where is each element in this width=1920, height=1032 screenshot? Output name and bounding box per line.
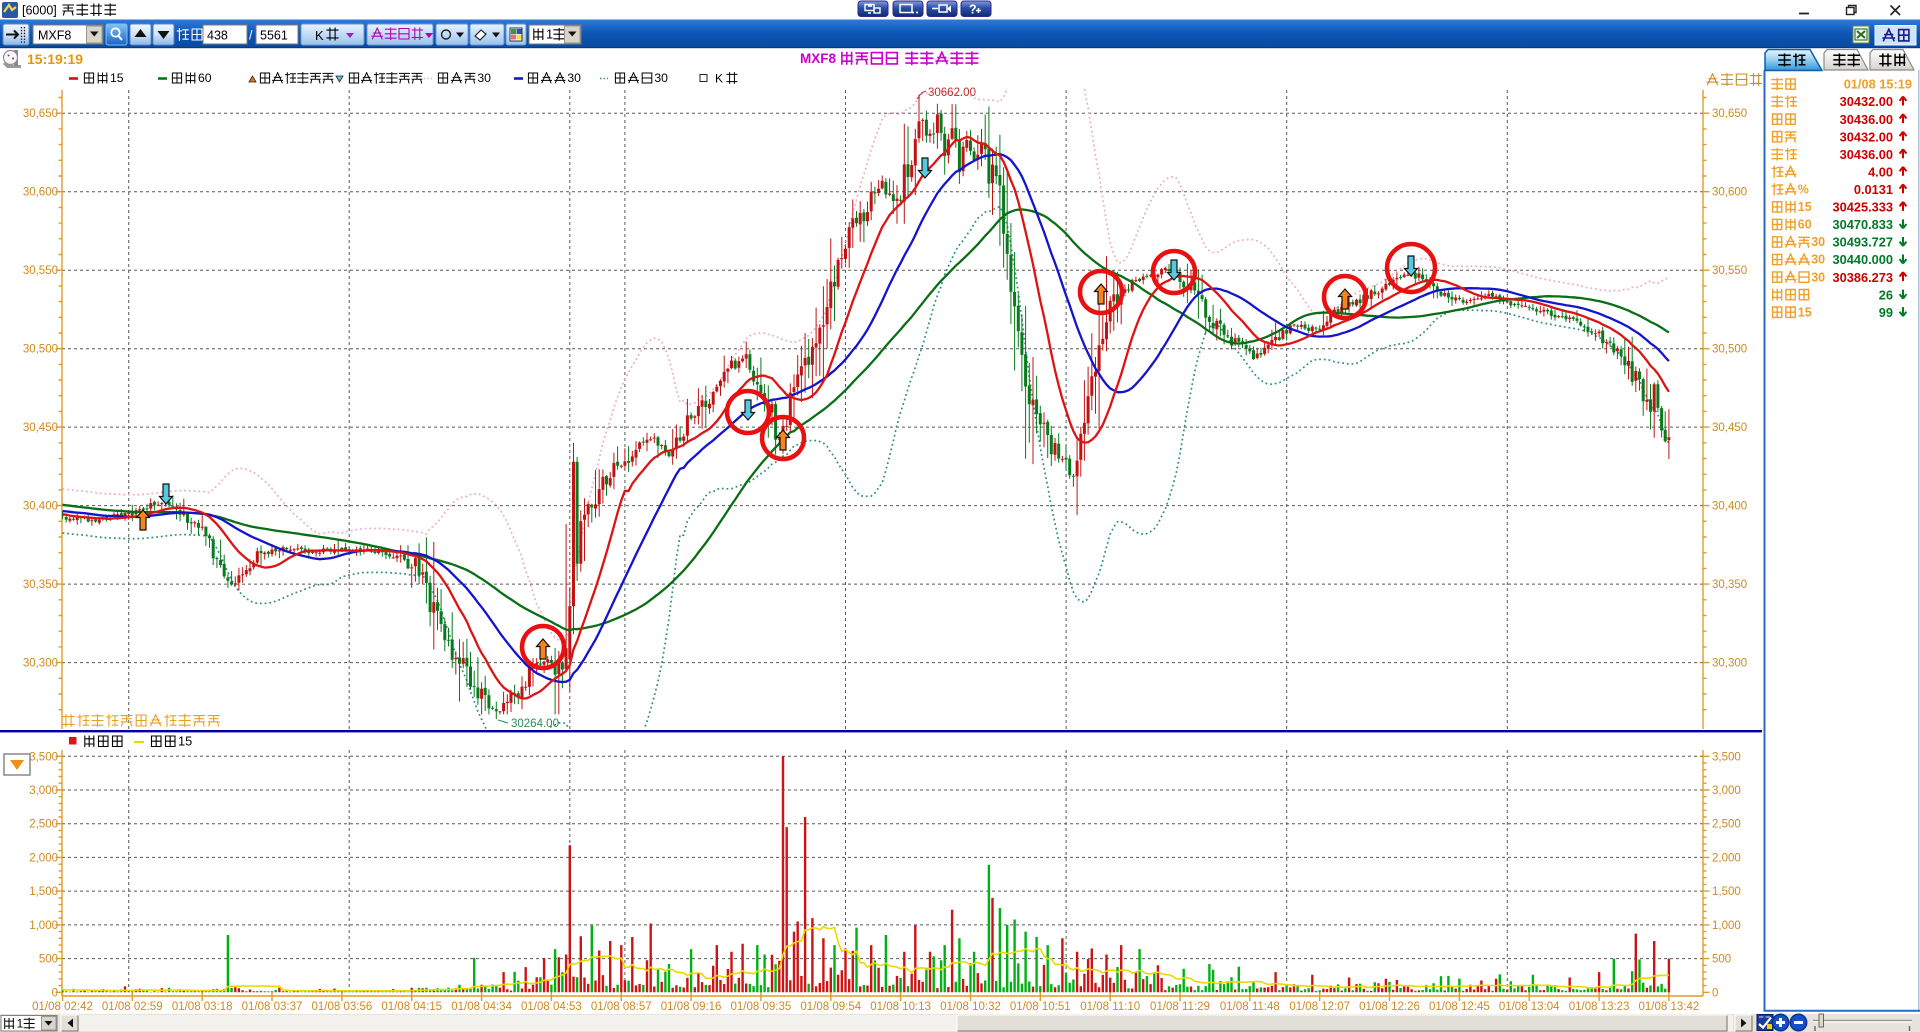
svg-text:30425.333: 30425.333	[1833, 200, 1894, 215]
svg-text:01/08 15:19: 01/08 15:19	[1844, 77, 1912, 92]
svg-text:1,000: 1,000	[29, 920, 58, 932]
svg-text:3,500: 3,500	[1712, 751, 1741, 763]
svg-text:2,500: 2,500	[29, 819, 58, 831]
svg-text:30: 30	[654, 71, 668, 85]
svg-text:/: /	[249, 29, 253, 43]
svg-text:30,650: 30,650	[1712, 108, 1747, 120]
svg-text:438: 438	[207, 29, 228, 43]
svg-text:01/08 03:18: 01/08 03:18	[172, 1001, 233, 1013]
svg-text:1: 1	[17, 1017, 24, 1031]
svg-text:1,500: 1,500	[29, 886, 58, 898]
svg-text:30,450: 30,450	[1712, 422, 1747, 434]
svg-text:K: K	[315, 28, 324, 43]
svg-text:3,000: 3,000	[29, 785, 58, 797]
svg-text:15: 15	[178, 734, 192, 749]
svg-text:60: 60	[198, 71, 212, 85]
svg-text:01/08 08:57: 01/08 08:57	[591, 1001, 652, 1013]
svg-text:30,400: 30,400	[23, 501, 58, 513]
svg-text:30,650: 30,650	[23, 108, 58, 120]
svg-text:01/08 13:04: 01/08 13:04	[1499, 1001, 1560, 1013]
svg-text:30,550: 30,550	[1712, 265, 1747, 277]
svg-text:?: ?	[969, 3, 977, 17]
svg-text:01/08 13:42: 01/08 13:42	[1639, 1001, 1700, 1013]
svg-text:01/08 12:45: 01/08 12:45	[1429, 1001, 1490, 1013]
svg-text:30: 30	[1811, 270, 1825, 284]
svg-text:30,600: 30,600	[1712, 187, 1747, 199]
svg-text:500: 500	[39, 954, 58, 966]
svg-text:01/08 09:35: 01/08 09:35	[731, 1001, 792, 1013]
svg-text:15: 15	[1798, 200, 1812, 214]
svg-text:30440.000: 30440.000	[1833, 252, 1894, 267]
svg-text:1,500: 1,500	[1712, 886, 1741, 898]
svg-text:01/08 03:56: 01/08 03:56	[312, 1001, 373, 1013]
svg-text:30436.00: 30436.00	[1840, 112, 1893, 127]
svg-text:60: 60	[1798, 218, 1812, 232]
svg-text:0.0131: 0.0131	[1854, 182, 1893, 197]
svg-text:01/08 10:13: 01/08 10:13	[870, 1001, 931, 1013]
svg-text:30264.00: 30264.00	[511, 718, 559, 730]
svg-text:30,400: 30,400	[1712, 501, 1747, 513]
svg-text:01/08 04:53: 01/08 04:53	[521, 1001, 582, 1013]
svg-text:30,350: 30,350	[1712, 579, 1747, 591]
svg-text:01/08 09:54: 01/08 09:54	[800, 1001, 861, 1013]
svg-text:[6000]: [6000]	[22, 4, 57, 18]
svg-text:30470.833: 30470.833	[1833, 217, 1894, 232]
svg-text:30436.00: 30436.00	[1840, 147, 1893, 162]
svg-text:99: 99	[1879, 305, 1893, 320]
svg-text:30,500: 30,500	[23, 344, 58, 356]
svg-text:01/08 02:42: 01/08 02:42	[32, 1001, 93, 1013]
svg-text:30432.00: 30432.00	[1840, 94, 1893, 109]
svg-text:01/08 10:32: 01/08 10:32	[940, 1001, 1001, 1013]
svg-text:5561: 5561	[260, 29, 288, 43]
svg-text:01/08 04:15: 01/08 04:15	[381, 1001, 442, 1013]
svg-text:30,450: 30,450	[23, 422, 58, 434]
svg-text:30493.727: 30493.727	[1833, 235, 1894, 250]
svg-text:30: 30	[1811, 253, 1825, 267]
svg-text:01/08 09:16: 01/08 09:16	[661, 1001, 722, 1013]
svg-text:2,000: 2,000	[1712, 852, 1741, 864]
svg-text:01/08 10:51: 01/08 10:51	[1010, 1001, 1071, 1013]
svg-text:K: K	[715, 72, 723, 86]
svg-text:30,600: 30,600	[23, 187, 58, 199]
svg-text:500: 500	[1712, 954, 1731, 966]
svg-text:30,300: 30,300	[1712, 658, 1747, 670]
svg-text:01/08 11:48: 01/08 11:48	[1220, 1001, 1280, 1013]
svg-text:%: %	[1798, 183, 1809, 197]
svg-text:30432.00: 30432.00	[1840, 129, 1893, 144]
svg-text:30386.273: 30386.273	[1833, 270, 1894, 285]
svg-text:2,500: 2,500	[1712, 819, 1741, 831]
svg-text:0: 0	[1712, 987, 1718, 999]
svg-text:01/08 03:37: 01/08 03:37	[242, 1001, 303, 1013]
svg-text:01/08 12:26: 01/08 12:26	[1359, 1001, 1420, 1013]
svg-text:1: 1	[546, 27, 553, 42]
svg-text:26: 26	[1879, 287, 1893, 302]
svg-text:15: 15	[1798, 305, 1812, 319]
svg-text:01/08 04:34: 01/08 04:34	[451, 1001, 512, 1013]
svg-text:01/08 02:59: 01/08 02:59	[102, 1001, 163, 1013]
svg-text:MXF8: MXF8	[38, 29, 71, 43]
svg-text:15:19:19: 15:19:19	[27, 51, 83, 67]
svg-text:4.00: 4.00	[1868, 164, 1893, 179]
svg-text:01/08 11:29: 01/08 11:29	[1150, 1001, 1210, 1013]
svg-text:3,000: 3,000	[1712, 785, 1741, 797]
svg-text:30662.00: 30662.00	[928, 87, 976, 99]
svg-text:01/08 13:23: 01/08 13:23	[1569, 1001, 1630, 1013]
svg-text:01/08 12:07: 01/08 12:07	[1289, 1001, 1350, 1013]
svg-text:2,000: 2,000	[29, 852, 58, 864]
svg-text:15: 15	[110, 71, 124, 85]
svg-text:3,500: 3,500	[29, 751, 58, 763]
svg-text:30: 30	[477, 71, 491, 85]
svg-text:0: 0	[52, 987, 58, 999]
svg-text:30,300: 30,300	[23, 658, 58, 670]
svg-text:30,500: 30,500	[1712, 344, 1747, 356]
svg-text:30: 30	[567, 71, 581, 85]
svg-text:MXF8: MXF8	[800, 51, 836, 66]
svg-text:1,000: 1,000	[1712, 920, 1741, 932]
svg-text:01/08 11:10: 01/08 11:10	[1080, 1001, 1140, 1013]
svg-text:30: 30	[1811, 235, 1825, 249]
svg-text:30,550: 30,550	[23, 265, 58, 277]
svg-text:30,350: 30,350	[23, 579, 58, 591]
